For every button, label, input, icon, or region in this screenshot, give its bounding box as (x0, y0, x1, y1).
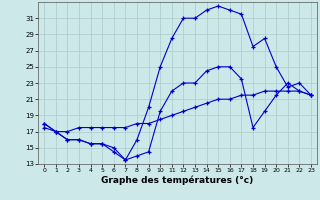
X-axis label: Graphe des températures (°c): Graphe des températures (°c) (101, 176, 254, 185)
